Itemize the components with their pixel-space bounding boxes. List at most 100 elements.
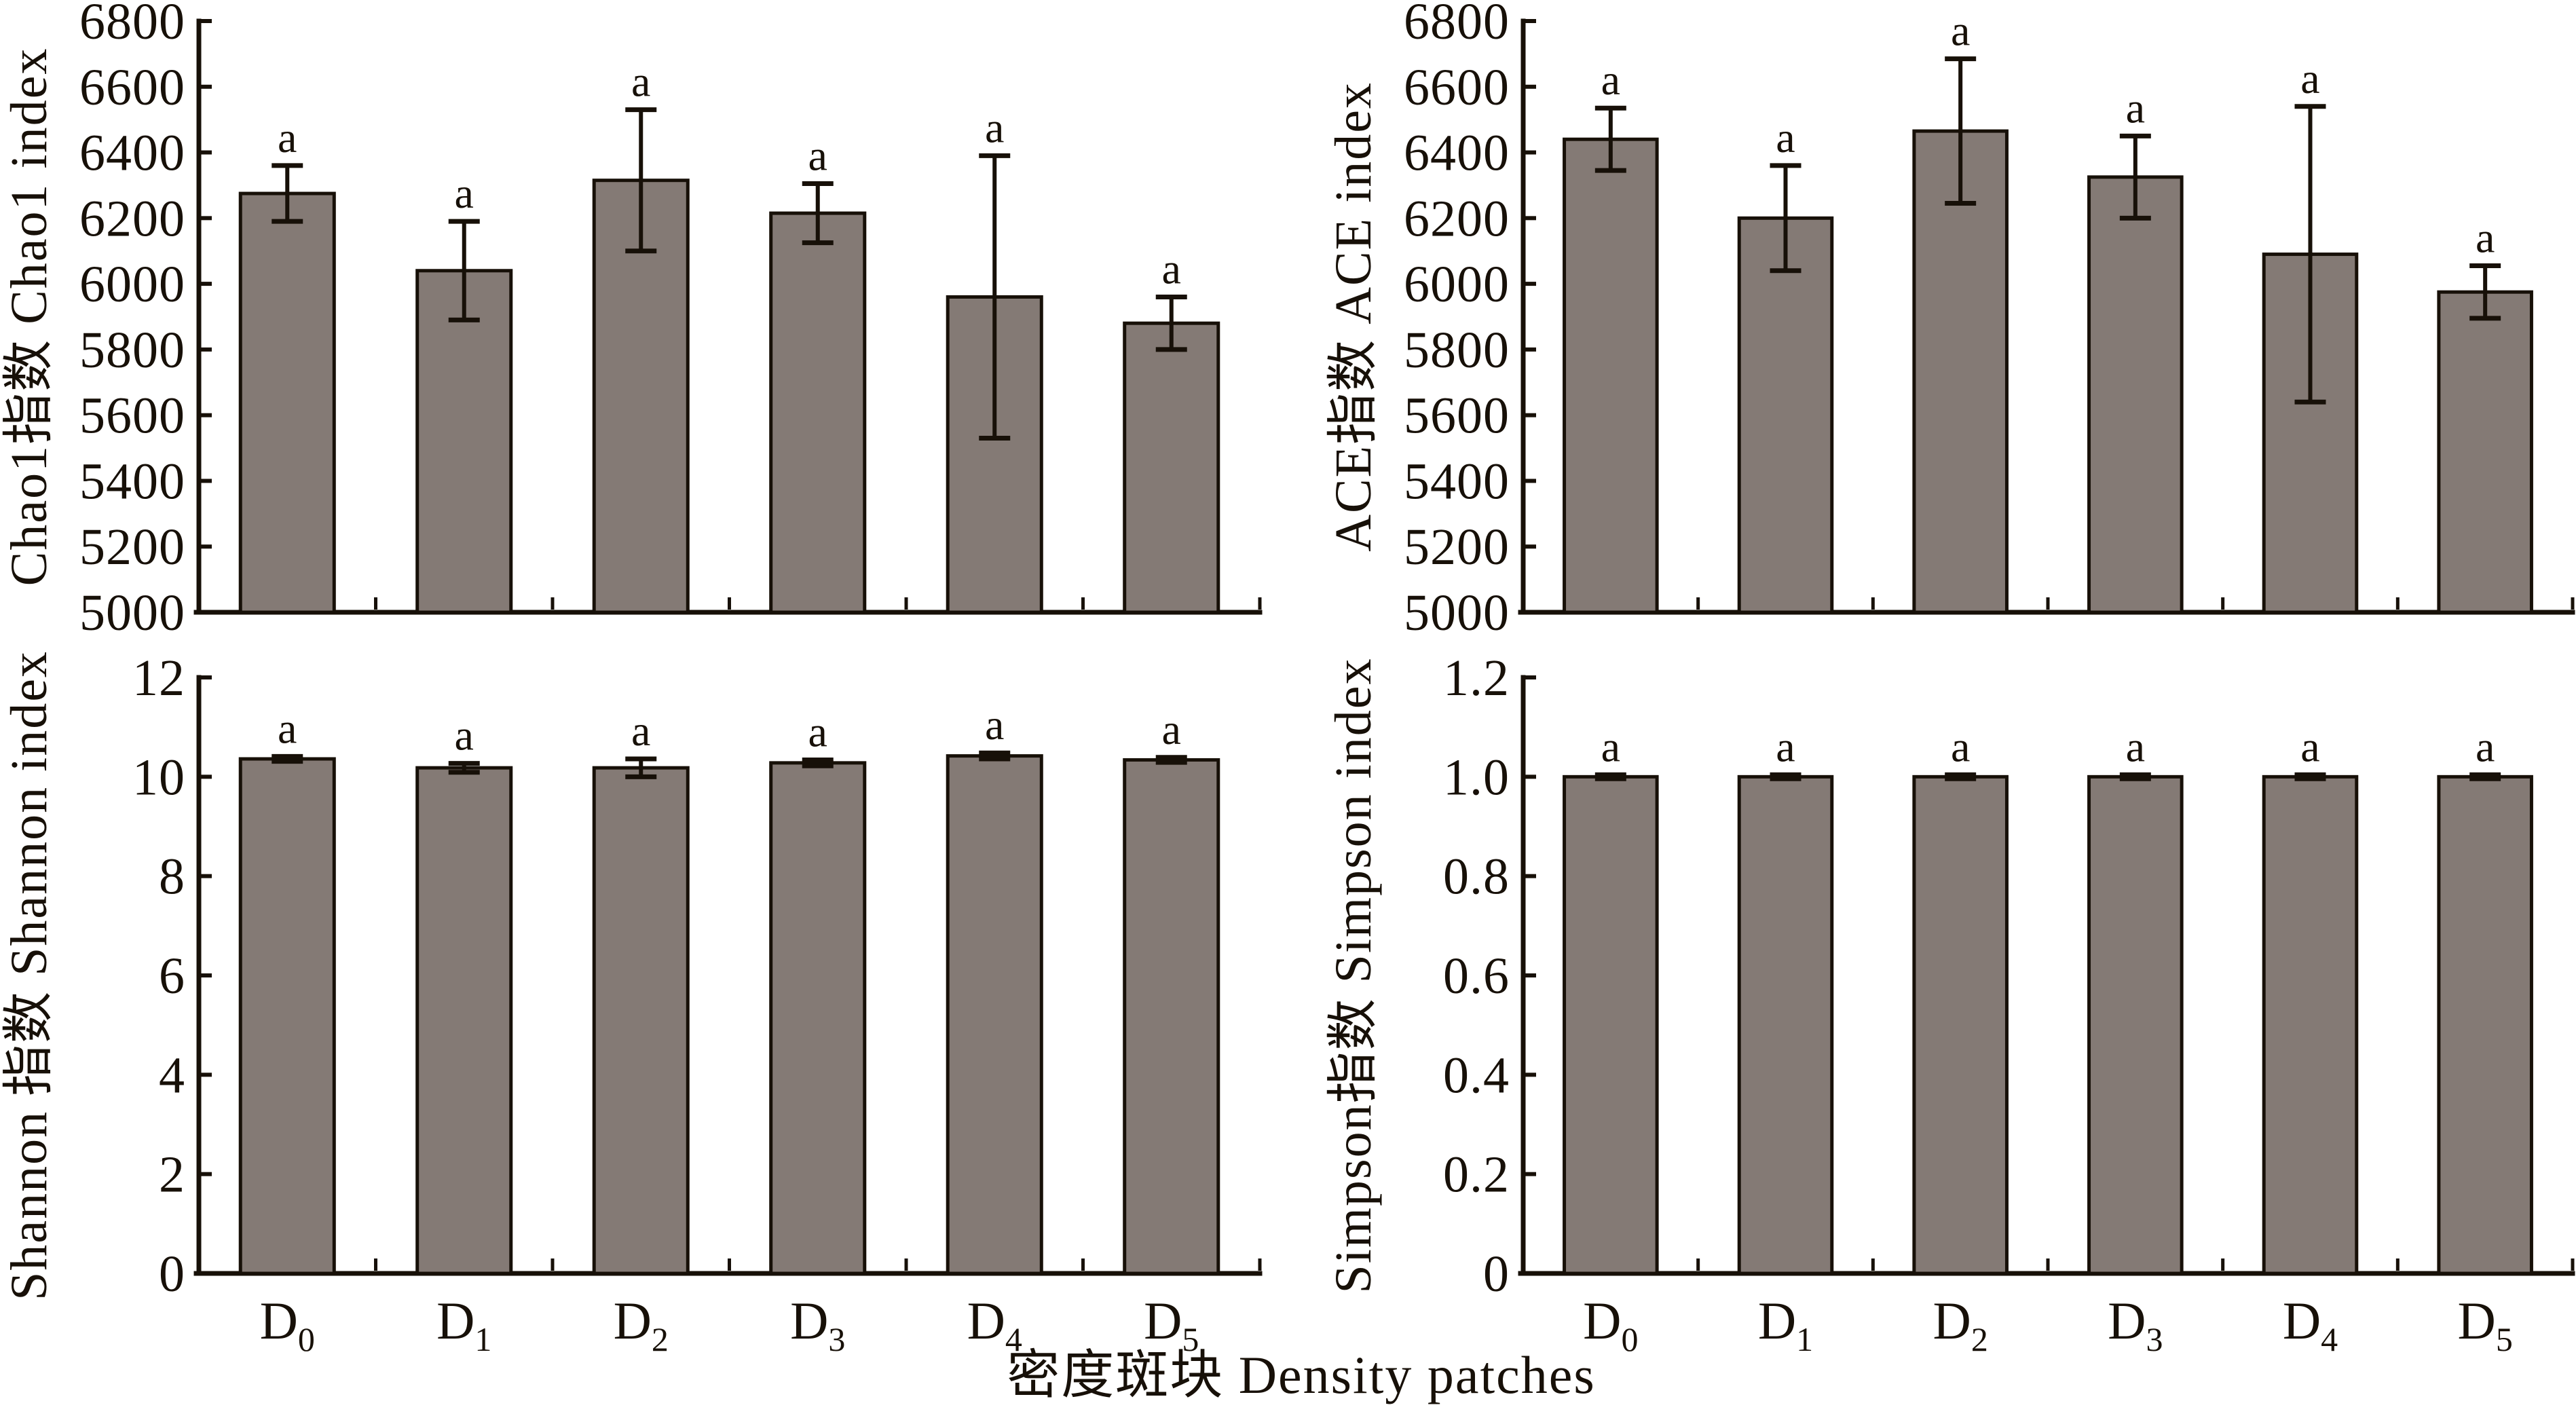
- significance-letter: a: [455, 711, 474, 760]
- x-tick-label: D4: [967, 1291, 1022, 1358]
- error-bar: [979, 750, 1011, 762]
- x-tick-label: D0: [260, 1291, 315, 1358]
- y-tick-label: 5400: [79, 453, 185, 510]
- error-bar: [1155, 755, 1187, 765]
- x-tick-label-sub: 4: [2321, 1320, 2338, 1358]
- error-bar: [272, 753, 303, 764]
- x-tick-label-base: D: [790, 1291, 828, 1350]
- y-tick-label: 6400: [79, 125, 185, 182]
- significance-letter: a: [1951, 7, 1970, 55]
- error-bar: [448, 761, 480, 775]
- significance-letter: a: [631, 58, 650, 106]
- error-bar: [802, 181, 834, 246]
- y-tick-label: 5200: [79, 519, 185, 576]
- bar-shannon-3: [769, 761, 867, 1275]
- y-tick-label: 0: [159, 1246, 185, 1303]
- error-bar: [1945, 772, 1977, 781]
- error-bar: [272, 163, 303, 224]
- x-tick-label-base: D: [260, 1291, 298, 1350]
- error-bar: [2469, 772, 2501, 781]
- bar-ace-3: [2087, 175, 2184, 614]
- y-tick-label: 6: [159, 948, 185, 1005]
- significance-letter: a: [2300, 54, 2319, 102]
- y-tick-label: 6200: [1404, 190, 1510, 247]
- y-tick-label: 0.8: [1443, 848, 1510, 906]
- error-bar: [979, 153, 1011, 441]
- y-tick-label: 12: [132, 650, 185, 707]
- x-tick-label-sub: 5: [2496, 1320, 2513, 1358]
- panel-ace: 5000 5200 5400 5600 5800 6000 6200 6400 6600 6800…: [1404, 0, 2575, 641]
- y-tick-label: 0.6: [1443, 948, 1510, 1005]
- x-tick-label: D1: [436, 1291, 491, 1358]
- error-bar: [448, 219, 480, 322]
- x-tick-label-base: D: [2283, 1291, 2321, 1350]
- bar-chao1-0: [238, 191, 336, 614]
- significance-letter: a: [985, 701, 1004, 749]
- x-tick-label-base: D: [1758, 1291, 1796, 1350]
- error-bar: [625, 756, 657, 779]
- significance-letter: a: [1162, 705, 1181, 753]
- significance-letter: a: [1601, 722, 1620, 770]
- bar-simpson-2: [1912, 775, 2009, 1275]
- error-bar: [625, 107, 657, 254]
- bar-ace-1: [1737, 216, 1834, 614]
- significance-letter: a: [2476, 213, 2495, 261]
- error-bar: [2119, 772, 2151, 781]
- significance-letter: a: [455, 169, 474, 217]
- significance-letter: a: [278, 113, 297, 162]
- significance-letter: a: [808, 707, 827, 755]
- bar-shannon-4: [946, 754, 1043, 1275]
- y-tick-label: 6600: [79, 59, 185, 116]
- x-tick-label-sub: 5: [1182, 1320, 1199, 1358]
- x-axis-label: 密度斑块 Density patches: [1007, 1345, 1596, 1404]
- x-tick-label: D2: [1933, 1291, 1987, 1358]
- y-tick-label: 8: [159, 848, 185, 906]
- x-tick-label-base: D: [1144, 1291, 1182, 1350]
- y-tick-label: 5400: [1404, 453, 1510, 510]
- x-tick-label: D5: [2457, 1291, 2512, 1358]
- y-axis-label: Chao1指数 Chao1 index: [1, 48, 58, 586]
- bar-shannon-1: [415, 766, 513, 1275]
- significance-letter: a: [1951, 722, 1970, 770]
- y-tick-label: 1.2: [1443, 650, 1510, 707]
- y-tick-label: 5600: [1404, 388, 1510, 445]
- y-tick-label: 0.2: [1443, 1146, 1510, 1204]
- error-bar: [2294, 772, 2326, 781]
- x-tick-label: D3: [790, 1291, 845, 1358]
- bar-simpson-1: [1737, 775, 1834, 1275]
- significance-letter: a: [631, 707, 650, 755]
- significance-letter: a: [2126, 722, 2145, 770]
- bar-simpson-3: [2087, 775, 2184, 1275]
- x-tick-label-sub: 3: [2146, 1320, 2163, 1358]
- error-bar: [1770, 163, 1802, 274]
- x-tick-label-sub: 4: [1005, 1320, 1022, 1358]
- y-tick-label: 5200: [1404, 519, 1510, 576]
- x-tick-label: D4: [2283, 1291, 2338, 1358]
- x-tick-label-base: D: [967, 1291, 1005, 1350]
- x-tick-label: D1: [1758, 1291, 1813, 1358]
- significance-letter: a: [1601, 56, 1620, 104]
- error-bar: [2294, 104, 2326, 405]
- y-tick-label: 5800: [1404, 322, 1510, 379]
- y-tick-label: 5000: [1404, 584, 1510, 641]
- y-tick-label: 5600: [79, 388, 185, 445]
- x-tick-label-sub: 3: [828, 1320, 845, 1358]
- significance-letter: a: [2476, 722, 2495, 770]
- y-tick-label: 6800: [79, 0, 185, 50]
- significance-letter: a: [985, 103, 1004, 151]
- x-tick-label-sub: 1: [1796, 1320, 1813, 1358]
- significance-letter: a: [2300, 722, 2319, 770]
- bar-shannon-5: [1123, 758, 1220, 1275]
- y-tick-label: 0: [1483, 1246, 1510, 1303]
- y-axis-label: Simpson指数 Simpson index: [1325, 658, 1382, 1294]
- bar-shannon-0: [238, 757, 336, 1275]
- error-bar: [2469, 263, 2501, 321]
- y-tick-label: 6000: [79, 256, 185, 313]
- x-tick-label-base: D: [1583, 1291, 1621, 1350]
- y-tick-label: 6600: [1404, 59, 1510, 116]
- x-tick-label-sub: 2: [1971, 1320, 1988, 1358]
- x-tick-label-base: D: [614, 1291, 652, 1350]
- y-tick-label: 5000: [79, 584, 185, 641]
